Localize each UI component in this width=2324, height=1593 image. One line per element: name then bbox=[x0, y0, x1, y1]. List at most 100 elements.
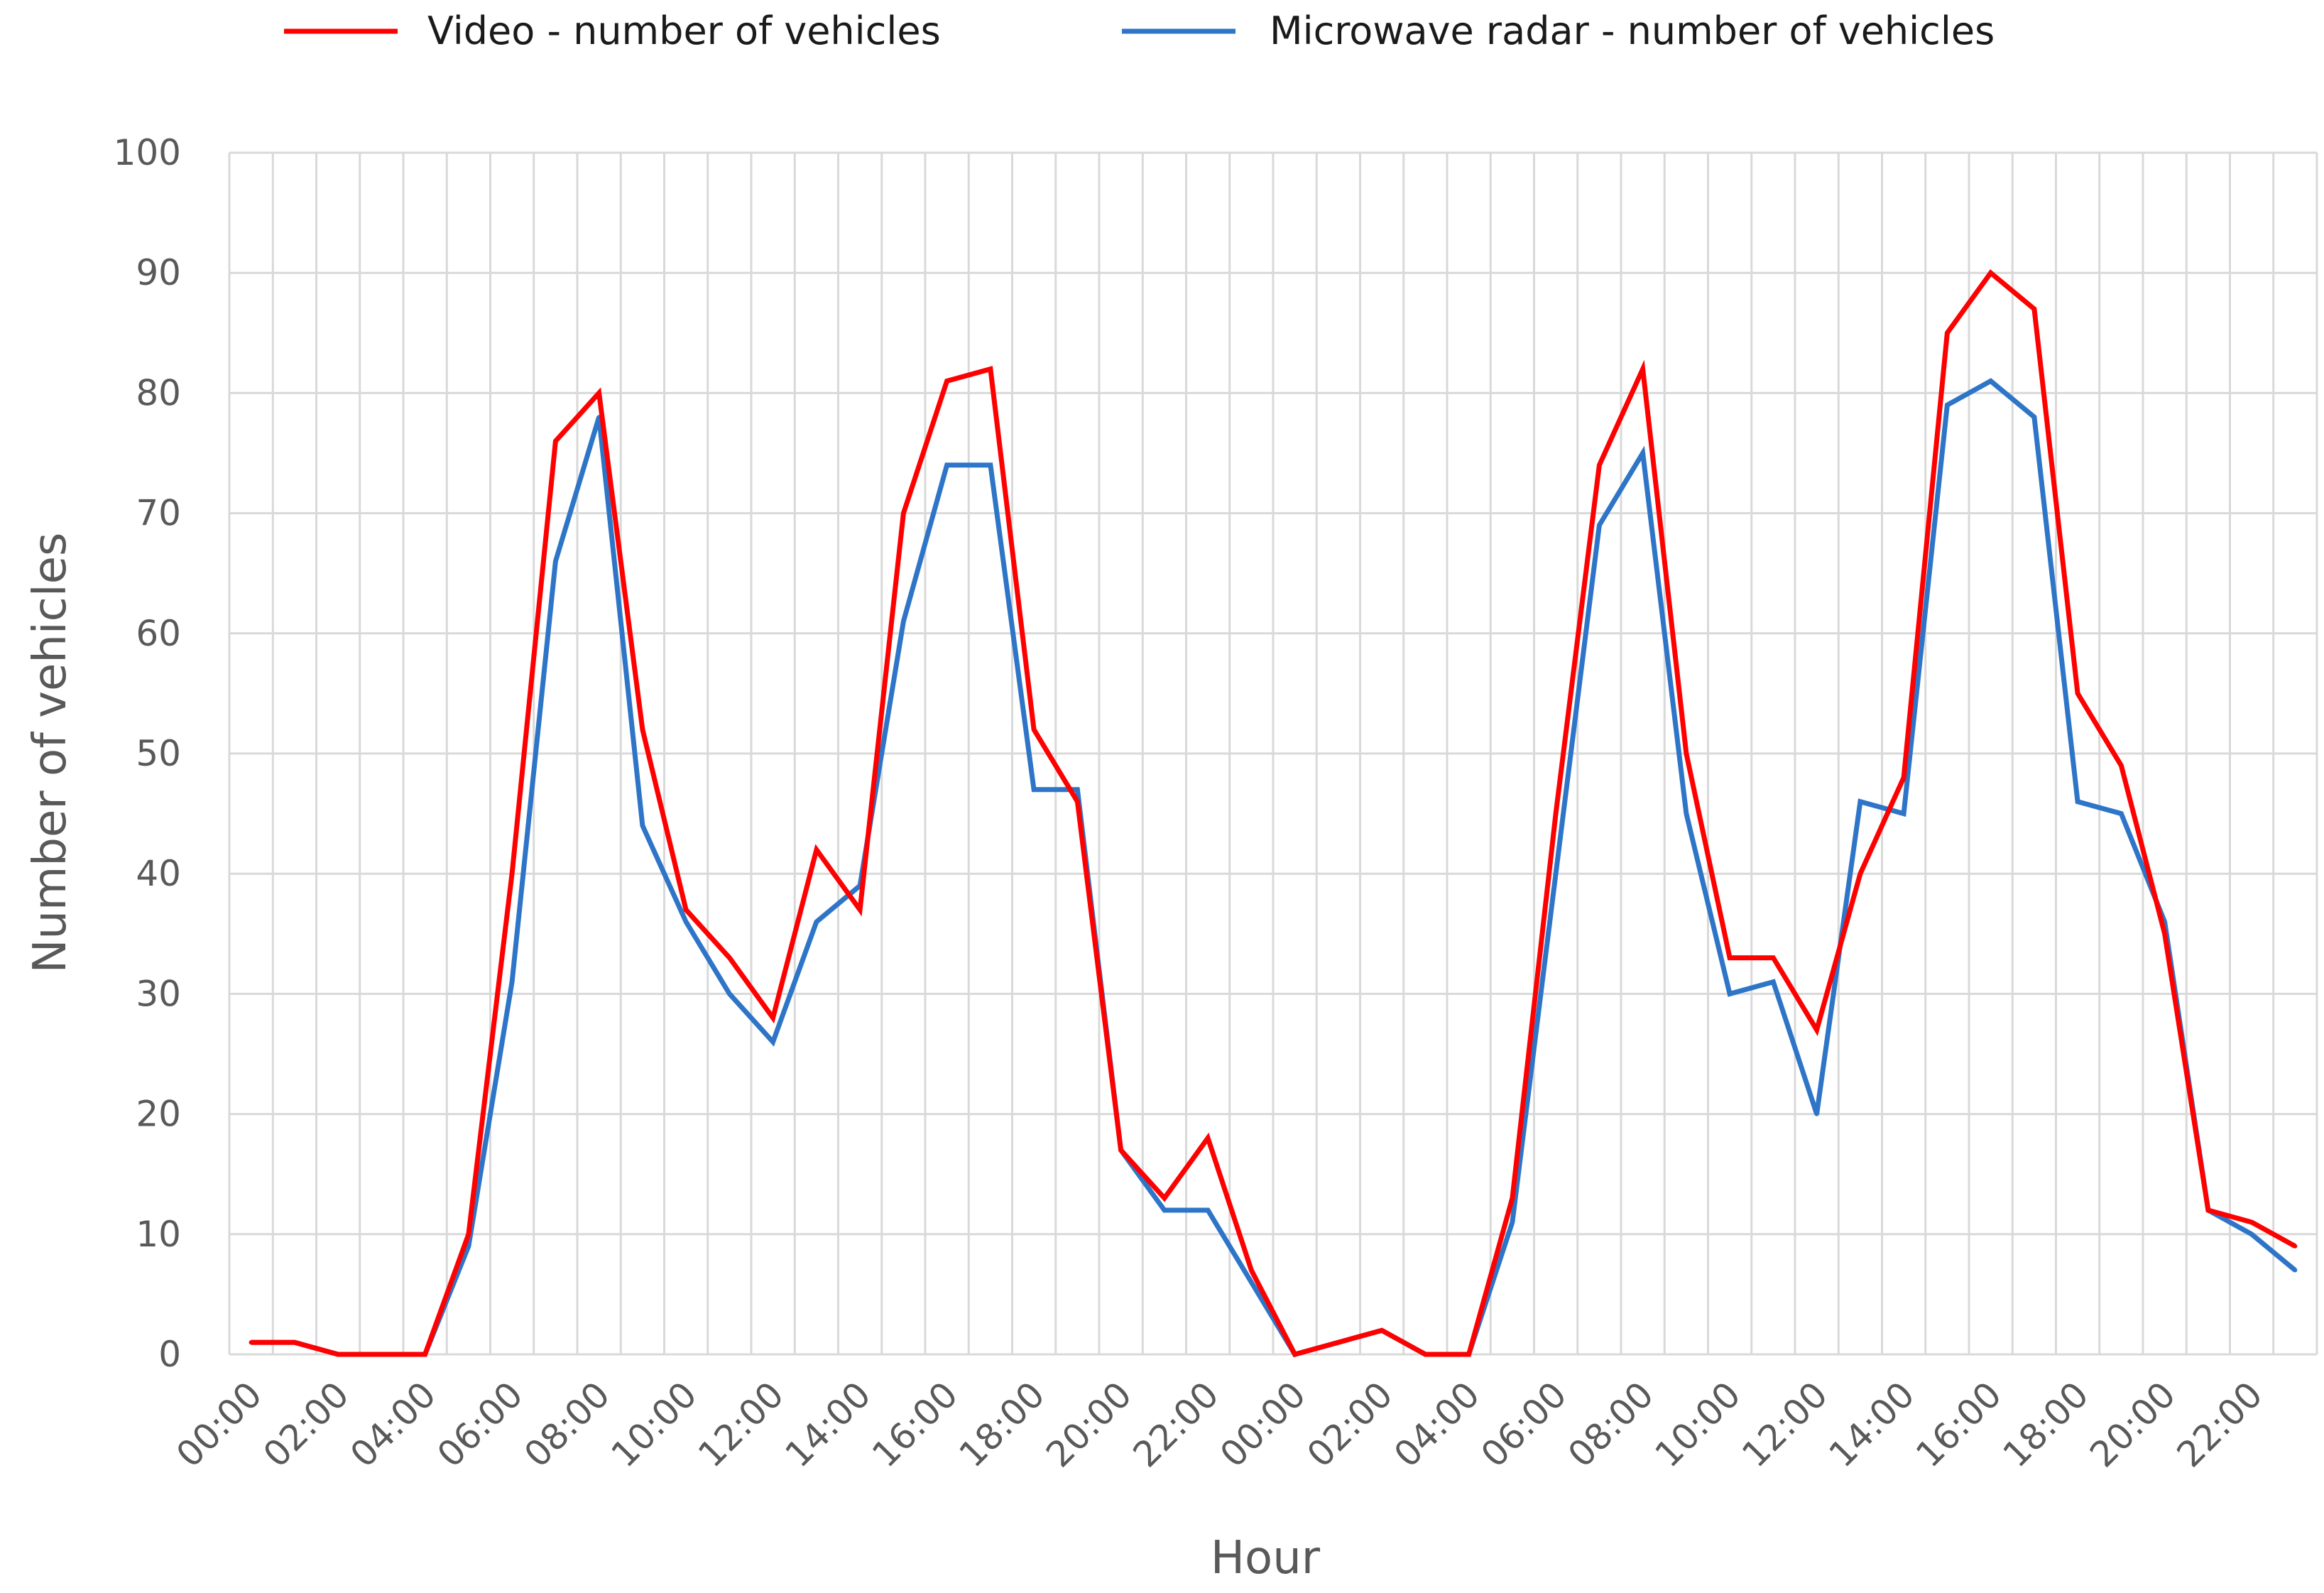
data-point bbox=[466, 1232, 471, 1236]
data-point bbox=[2293, 1244, 2298, 1249]
data-point bbox=[379, 1352, 384, 1357]
data-point bbox=[1380, 1328, 1385, 1333]
x-tick-label: 14:00 bbox=[1821, 1374, 1923, 1475]
data-point bbox=[510, 871, 515, 876]
x-tick-label: 18:00 bbox=[951, 1374, 1053, 1475]
x-tick-label: 20:00 bbox=[2082, 1374, 2183, 1475]
data-point bbox=[1206, 1207, 1211, 1212]
data-point bbox=[1162, 1196, 1167, 1201]
data-point bbox=[1771, 955, 1776, 960]
x-tick-label: 22:00 bbox=[1125, 1374, 1227, 1475]
data-point bbox=[1075, 787, 1080, 792]
x-tick-label: 16:00 bbox=[1908, 1374, 2009, 1475]
x-tick-label: 00:00 bbox=[168, 1374, 270, 1475]
data-point bbox=[1249, 1280, 1254, 1285]
data-point bbox=[684, 907, 689, 912]
data-point bbox=[292, 1340, 297, 1345]
data-point bbox=[1684, 751, 1689, 756]
data-point bbox=[1162, 1207, 1167, 1212]
data-point bbox=[1032, 787, 1037, 792]
data-point bbox=[1554, 811, 1559, 816]
data-point bbox=[944, 379, 949, 384]
series-0 bbox=[249, 269, 2298, 1358]
data-point bbox=[770, 1040, 775, 1045]
data-point bbox=[858, 907, 863, 912]
data-point bbox=[1510, 1196, 1515, 1201]
y-tick-label: 10 bbox=[136, 1214, 181, 1255]
x-tick-label: 20:00 bbox=[1038, 1374, 1140, 1475]
data-point bbox=[1902, 775, 1906, 780]
series-line-1 bbox=[251, 378, 2297, 1358]
data-point bbox=[1075, 799, 1080, 804]
data-point bbox=[553, 439, 558, 444]
data-point bbox=[814, 919, 819, 924]
x-tick-label: 04:00 bbox=[1386, 1374, 1488, 1475]
data-point bbox=[640, 727, 645, 732]
data-point bbox=[1684, 811, 1689, 816]
data-point bbox=[2293, 1268, 2298, 1273]
data-point bbox=[1814, 1028, 1819, 1033]
data-point bbox=[684, 919, 689, 924]
data-point bbox=[901, 619, 906, 624]
data-point bbox=[1336, 1340, 1341, 1345]
data-point bbox=[1857, 871, 1862, 876]
data-point bbox=[1814, 1111, 1819, 1116]
legend: Video - number of vehicles Microwave rad… bbox=[284, 9, 1995, 53]
y-tick-label: 20 bbox=[136, 1094, 181, 1135]
legend-label-video: Video - number of vehicles bbox=[427, 9, 941, 53]
data-point bbox=[1510, 1219, 1515, 1224]
data-point bbox=[1988, 379, 1993, 384]
data-point bbox=[1597, 462, 1602, 467]
data-point bbox=[1206, 1136, 1211, 1141]
data-point bbox=[2249, 1232, 2254, 1236]
data-point bbox=[553, 559, 558, 564]
data-point bbox=[2075, 691, 2080, 696]
data-point bbox=[1728, 991, 1733, 996]
data-point bbox=[2205, 1207, 2210, 1212]
y-tick-label: 50 bbox=[136, 733, 181, 774]
data-point bbox=[640, 823, 645, 828]
data-point bbox=[814, 847, 819, 852]
data-point bbox=[1902, 811, 1906, 816]
y-tick-label: 80 bbox=[136, 372, 181, 413]
series-line-0 bbox=[251, 269, 2297, 1358]
data-point bbox=[1945, 330, 1950, 335]
data-point bbox=[1597, 523, 1602, 528]
grid-lines bbox=[228, 151, 2318, 1356]
data-point bbox=[596, 391, 601, 396]
x-tick-label: 18:00 bbox=[1995, 1374, 2097, 1475]
x-tick-label: 08:00 bbox=[1560, 1374, 1662, 1475]
data-point bbox=[1032, 727, 1037, 732]
data-point bbox=[1466, 1352, 1471, 1357]
y-tick-label: 0 bbox=[158, 1334, 181, 1375]
x-tick-label: 06:00 bbox=[1473, 1374, 1575, 1475]
x-tick-label: 14:00 bbox=[778, 1374, 879, 1475]
data-point bbox=[1554, 871, 1559, 876]
x-tick-label: 10:00 bbox=[604, 1374, 705, 1475]
data-point bbox=[901, 511, 906, 516]
y-axis-title: Number of vehicles bbox=[24, 533, 77, 974]
data-point bbox=[2119, 763, 2124, 768]
x-axis-ticks: 00:0002:0004:0006:0008:0010:0012:0014:00… bbox=[168, 1374, 2270, 1475]
y-axis-ticks: 0 10 20 30 40 50 60 70 80 90 100 bbox=[114, 132, 181, 1375]
data-point bbox=[988, 366, 993, 371]
data-point bbox=[510, 979, 515, 984]
data-point bbox=[336, 1352, 341, 1357]
data-point bbox=[1988, 271, 1993, 276]
data-point bbox=[1945, 403, 1950, 408]
x-tick-label: 02:00 bbox=[1299, 1374, 1401, 1475]
data-point bbox=[249, 1340, 253, 1345]
data-point bbox=[1292, 1352, 1297, 1357]
data-point bbox=[2249, 1219, 2254, 1224]
x-tick-label: 22:00 bbox=[2169, 1374, 2271, 1475]
data-point bbox=[944, 462, 949, 467]
data-point bbox=[1857, 799, 1862, 804]
series-1 bbox=[249, 378, 2298, 1358]
data-point bbox=[988, 462, 993, 467]
data-point bbox=[422, 1352, 427, 1357]
x-tick-label: 02:00 bbox=[256, 1374, 357, 1475]
x-tick-label: 10:00 bbox=[1647, 1374, 1749, 1475]
data-point bbox=[727, 991, 732, 996]
data-point bbox=[770, 1016, 775, 1021]
